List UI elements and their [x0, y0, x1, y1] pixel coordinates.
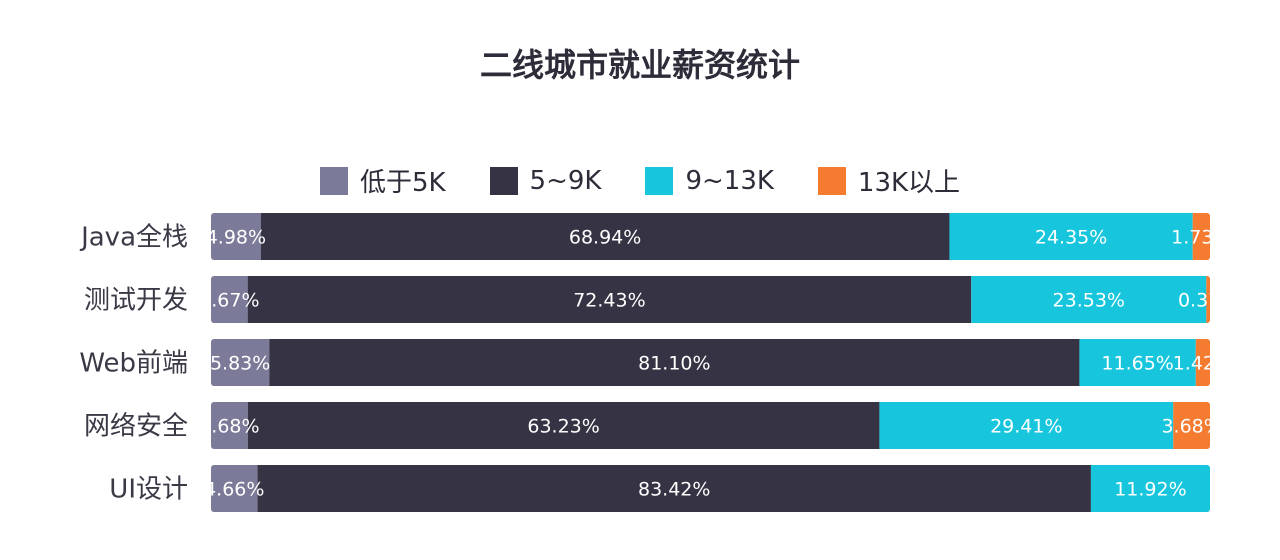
- bar-segment: [211, 339, 270, 386]
- bar-segment: [211, 402, 248, 449]
- bar-segment: [1090, 465, 1210, 512]
- bar-segment: [1206, 276, 1210, 323]
- legend-label: 9~13K: [685, 165, 774, 196]
- data-label: 11.92%: [1114, 479, 1186, 501]
- legend-item: 低于5K: [319, 162, 446, 199]
- data-label: 63.23%: [527, 416, 599, 438]
- legend-swatch: [817, 166, 846, 195]
- category-label: Java全栈: [79, 223, 188, 253]
- data-label: 4.66%: [204, 479, 264, 501]
- data-label: 24.35%: [1035, 227, 1107, 249]
- legend-swatch: [319, 166, 348, 195]
- category-label: 网络安全: [84, 412, 188, 442]
- bar-segment: [257, 465, 1091, 512]
- bar-row: UI设计 4.66% 83.42% 11.92%: [109, 465, 1210, 512]
- bar-segment: [1195, 339, 1210, 386]
- bar-segment: [247, 276, 972, 323]
- bar-segment: [260, 213, 950, 260]
- data-label: 23.53%: [1053, 290, 1125, 312]
- bar-segment: [211, 276, 248, 323]
- data-label: 3.67%: [199, 290, 259, 312]
- legend-item: 13K以上: [817, 162, 961, 199]
- legend-swatch: [645, 166, 674, 195]
- bar-segment: [1173, 402, 1210, 449]
- bar-segment: [269, 339, 1080, 386]
- data-label: 81.10%: [638, 353, 710, 375]
- category-label: UI设计: [109, 475, 188, 505]
- data-label: 0.37%: [1178, 290, 1238, 312]
- bar-segment: [247, 402, 880, 449]
- bar-segment: [211, 465, 258, 512]
- legend-item: 9~13K: [645, 165, 774, 196]
- data-label: 3.68%: [1161, 416, 1221, 438]
- bar-row: 测试开发 3.67% 72.43% 23.53% 0.37%: [84, 276, 1238, 323]
- bar-row: 网络安全 3.68% 63.23% 29.41% 3.68%: [84, 402, 1222, 449]
- legend-swatch: [489, 166, 518, 195]
- legend-label: 低于5K: [359, 168, 446, 198]
- data-label: 68.94%: [569, 227, 641, 249]
- data-label: 1.73%: [1171, 227, 1231, 249]
- legend-label: 13K以上: [857, 168, 961, 198]
- data-label: 72.43%: [573, 290, 645, 312]
- bar-row: Java全栈 4.98% 68.94% 24.35% 1.73%: [79, 213, 1232, 260]
- data-label: 11.65%: [1101, 353, 1173, 375]
- legend: 低于5K 5~9K 9~13K 13K以上: [0, 162, 1280, 199]
- category-label: Web前端: [79, 349, 188, 379]
- data-label: 3.68%: [199, 416, 259, 438]
- bar-segment: [971, 276, 1207, 323]
- bar-row: Web前端 5.83% 81.10% 11.65%1.42%: [79, 339, 1233, 386]
- bar-segment: [879, 402, 1174, 449]
- category-label: 测试开发: [84, 286, 188, 316]
- bar-segment: [949, 213, 1193, 260]
- chart-title: 二线城市就业薪资统计: [479, 46, 800, 84]
- data-label: 83.42%: [638, 479, 710, 501]
- data-label: 5.83%: [210, 353, 270, 375]
- bar-segment: [211, 213, 261, 260]
- legend-label: 5~9K: [529, 165, 602, 196]
- bar-segment: [1079, 339, 1196, 386]
- legend-item: 5~9K: [489, 165, 602, 196]
- data-label: 29.41%: [990, 416, 1062, 438]
- data-label: 4.98%: [206, 227, 266, 249]
- bar-segment: [1192, 213, 1210, 260]
- data-label: 1.42%: [1173, 353, 1233, 375]
